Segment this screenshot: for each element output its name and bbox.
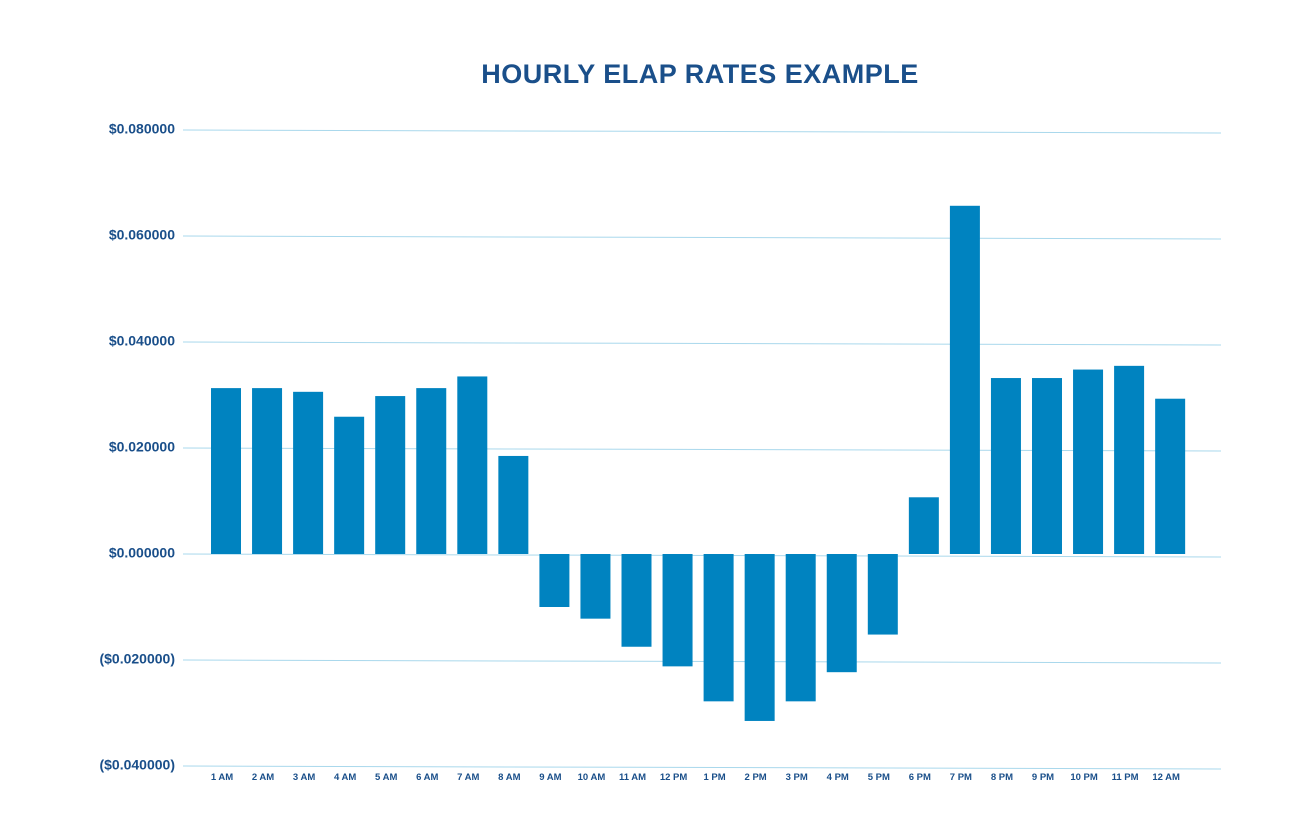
x-tick-label: 2 AM (252, 772, 274, 783)
x-tick-label: 6 PM (909, 772, 931, 783)
x-tick-label: 2 PM (745, 772, 767, 783)
bar-10-pm (1073, 369, 1104, 554)
x-tick-label: 3 AM (293, 772, 315, 783)
gridline (182, 765, 1222, 770)
chart-title: HOURLY ELAP RATES EXAMPLE (481, 59, 919, 89)
x-tick-label: 6 AM (416, 772, 438, 783)
bar-7-pm (949, 205, 980, 555)
x-tick-label: 9 PM (1032, 772, 1054, 783)
x-tick-label: 9 AM (539, 772, 561, 783)
x-tick-label: 1 AM (211, 772, 233, 783)
bar-6-pm (908, 497, 939, 554)
bars (211, 205, 1186, 721)
bar-3-pm (785, 554, 816, 702)
bar-11-pm (1114, 365, 1145, 554)
bar-1-am (211, 388, 241, 554)
y-tick-label: $0.080000 (109, 121, 175, 137)
bar-8-pm (990, 378, 1021, 554)
x-tick-label: 4 PM (827, 772, 849, 783)
x-axis-tick-labels: 1 AM 2 AM 3 AM 4 AM 5 AM 6 AM 7 AM 8 AM 9 AM 10 A… (211, 772, 1180, 783)
y-tick-label: ($0.040000) (99, 757, 175, 773)
bar-7-am (457, 376, 488, 554)
bar-12-am (1155, 398, 1186, 554)
bar-9-am (539, 554, 570, 607)
bar-4-am (334, 416, 365, 554)
x-tick-label: 10 AM (578, 772, 606, 783)
x-tick-label: 10 PM (1070, 772, 1098, 783)
y-tick-label: $0.020000 (109, 439, 175, 455)
y-tick-label: $0.060000 (109, 227, 175, 243)
bar-5-pm (867, 554, 898, 635)
gridline (182, 553, 1222, 558)
bar-2-pm (744, 554, 775, 721)
x-tick-label: 7 AM (457, 772, 479, 783)
bar-1-pm (703, 554, 734, 702)
y-tick-label: ($0.020000) (99, 651, 175, 667)
x-tick-label: 5 PM (868, 772, 890, 783)
x-tick-label: 8 AM (498, 772, 520, 783)
x-tick-label: 8 PM (991, 772, 1013, 783)
x-tick-label: 12 PM (660, 772, 688, 783)
bar-10-am (580, 554, 611, 619)
y-tick-label: $0.040000 (109, 333, 175, 349)
y-axis-tick-labels: $0.080000 $0.060000 $0.040000 $0.020000 $0.0… (99, 121, 175, 773)
gridline (182, 129, 1222, 134)
bar-6-am (416, 388, 447, 554)
gridline (182, 341, 1222, 346)
x-tick-label: 11 PM (1112, 772, 1139, 783)
bar-9-pm (1032, 378, 1062, 554)
x-tick-label: 4 AM (334, 772, 356, 783)
x-tick-label: 1 PM (704, 772, 726, 783)
x-tick-label: 7 PM (950, 772, 972, 783)
x-tick-label: 12 AM (1152, 772, 1180, 783)
y-tick-label: $0.000000 (109, 545, 175, 561)
bar-11-am (621, 554, 652, 647)
bar-12-pm (662, 554, 693, 667)
bar-8-am (498, 455, 529, 554)
x-tick-label: 11 AM (619, 772, 646, 783)
bar-3-am (293, 391, 324, 554)
gridline (182, 235, 1222, 240)
x-tick-label: 3 PM (786, 772, 808, 783)
x-tick-label: 5 AM (375, 772, 397, 783)
gridline (182, 659, 1222, 664)
bar-2-am (252, 388, 283, 554)
bar-4-pm (826, 554, 857, 673)
bar-5-am (375, 396, 406, 554)
